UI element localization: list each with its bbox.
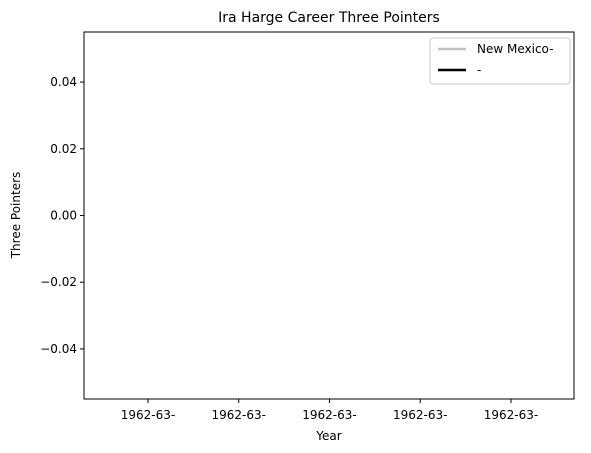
y-axis-label: Three Pointers: [9, 172, 23, 260]
x-axis-label: Year: [315, 429, 341, 443]
x-axis: 1962-63- 1962-63- 1962-63- 1962-63- 1962-63-: [121, 399, 538, 422]
y-axis: −0.04 −0.02 0.00 0.02 0.04: [40, 75, 84, 356]
x-tick-label: 1962-63-: [121, 408, 175, 422]
x-tick-label: 1962-63-: [302, 408, 356, 422]
y-tick-label: −0.04: [40, 342, 77, 356]
plot-area: [83, 31, 575, 400]
legend-label-new-mexico: New Mexico-: [477, 42, 553, 56]
x-tick-label: 1962-63-: [212, 408, 266, 422]
legend-label-dash: -: [477, 63, 481, 77]
y-tick-label: 0.04: [50, 75, 77, 89]
y-tick-label: 0.02: [50, 142, 77, 156]
chart-title: Ira Harge Career Three Pointers: [218, 10, 440, 26]
x-tick-label: 1962-63-: [484, 408, 538, 422]
y-tick-label: −0.02: [40, 275, 77, 289]
legend: New Mexico- -: [429, 37, 571, 85]
y-tick-label: 0.00: [50, 209, 77, 223]
x-tick-label: 1962-63-: [393, 408, 447, 422]
